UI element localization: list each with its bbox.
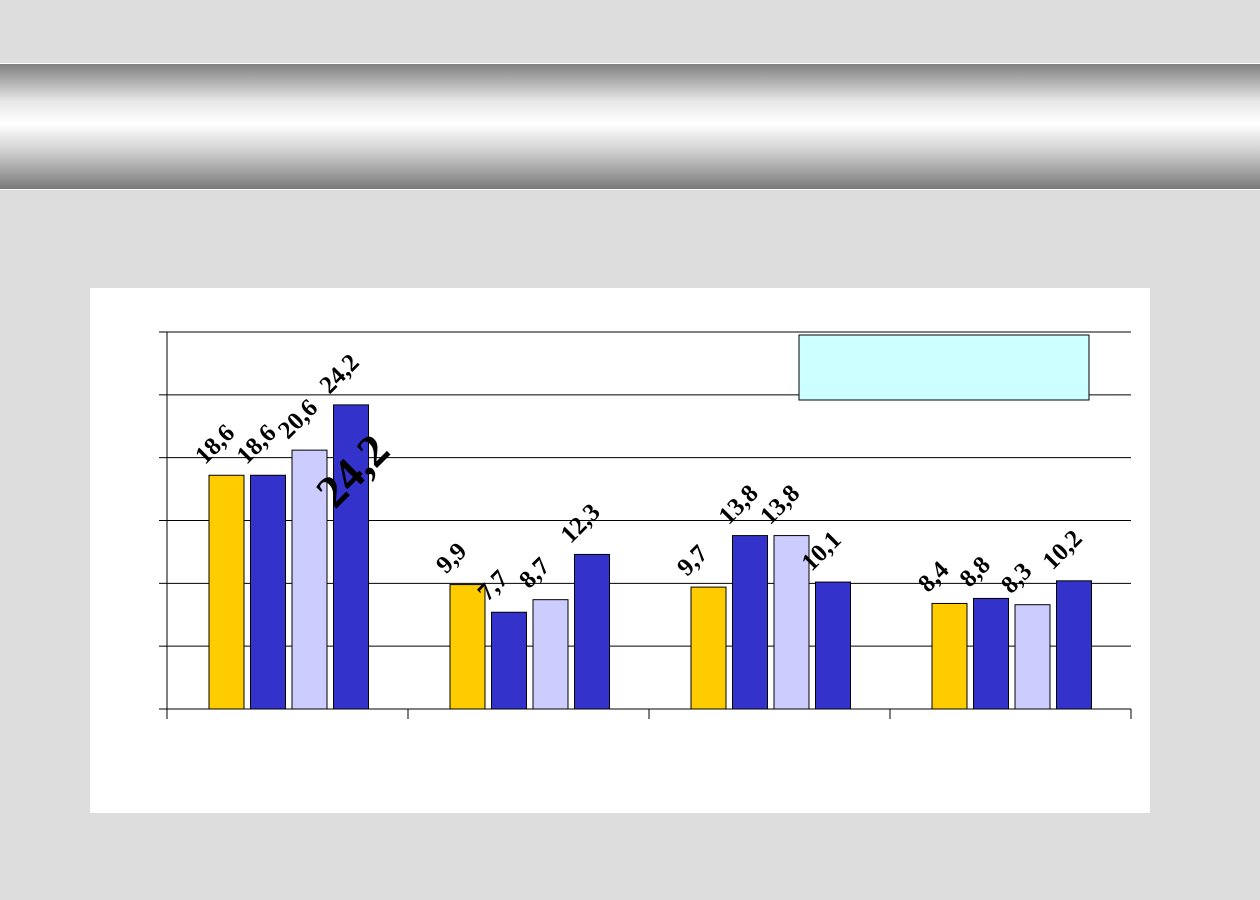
bar (449, 584, 486, 710)
bar (815, 581, 851, 710)
bar (291, 449, 328, 710)
header-banner (0, 63, 1260, 190)
bar (931, 602, 968, 710)
bar (732, 535, 768, 710)
bar (973, 597, 1009, 710)
bar (1014, 604, 1051, 710)
bar (773, 535, 810, 710)
legend (798, 334, 1090, 401)
bar (690, 586, 727, 710)
bar (1056, 580, 1092, 710)
bar (574, 553, 610, 710)
bar (532, 599, 569, 710)
bar (491, 611, 527, 710)
bar (333, 404, 369, 710)
bar (208, 474, 245, 710)
bar (250, 474, 286, 710)
